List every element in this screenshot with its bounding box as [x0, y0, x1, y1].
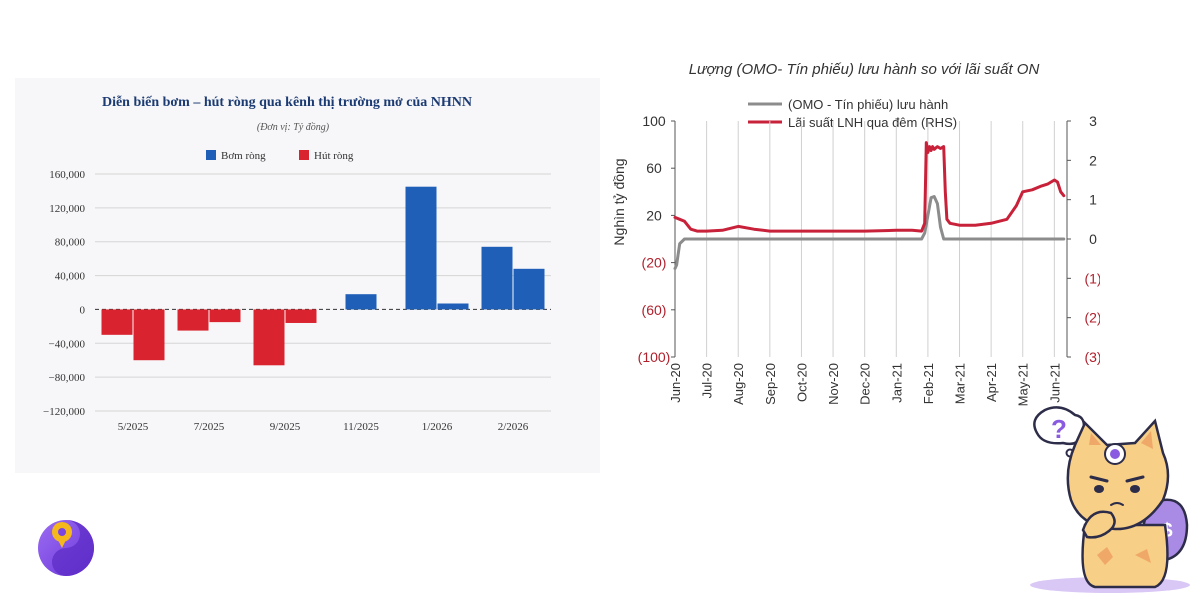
bar [253, 309, 285, 366]
left-chart-x-axis: 5/2025 7/2025 9/2025 11/2025 1/2026 2/2026 [118, 421, 529, 433]
left-chart-title: Diễn biến bơm – hút ròng qua kênh thị tr… [102, 94, 472, 110]
series-line-on-rate [673, 141, 1066, 233]
y-right-tick-label: (1) [1084, 270, 1100, 286]
y-right-tick-label: 2 [1089, 152, 1097, 168]
brand-logo-icon [38, 520, 94, 576]
x-tick-label: 9/2025 [270, 421, 301, 433]
legend-label-hut-rong: Hút ròng [314, 150, 354, 162]
legend-label-on-rate: Lãi suất LNH qua đêm (RHS) [788, 115, 957, 130]
y-tick-label: 0 [80, 304, 86, 316]
left-chart-bars [101, 186, 545, 366]
x-tick-label: 5/2025 [118, 421, 149, 433]
y-left-tick-label: (20) [642, 255, 667, 271]
x-tick-label: Aug-20 [731, 363, 746, 405]
y-tick-label: −80,000 [49, 372, 86, 384]
right-chart-y-axis-title: Nghìn tỷ đồng [611, 158, 627, 245]
y-tick-label: −40,000 [49, 338, 86, 350]
legend-swatch-bom-rong [206, 150, 216, 160]
y-left-tick-label: 20 [646, 207, 662, 223]
left-chart-y-axis: 160,000 120,000 80,000 40,000 0 −40,000 −80,00… [43, 169, 85, 418]
legend-label-bom-rong: Bơm ròng [221, 150, 266, 162]
x-tick-label: Sep-20 [763, 363, 778, 405]
y-left-tick-label: (100) [638, 349, 671, 365]
bar [405, 186, 437, 310]
x-tick-label: Jul-20 [700, 363, 715, 398]
x-tick-label: Jun-20 [668, 363, 683, 403]
x-tick-label: Nov-20 [826, 363, 841, 405]
x-tick-label: May-21 [1016, 363, 1031, 406]
bar [285, 309, 317, 323]
y-right-tick-label: 1 [1089, 192, 1097, 208]
series-line-omo [673, 195, 1066, 270]
right-chart-series [673, 141, 1066, 270]
y-tick-label: 40,000 [55, 271, 86, 283]
x-tick-label: 7/2025 [194, 421, 225, 433]
y-left-tick-label: (60) [642, 302, 667, 318]
bar [481, 246, 513, 310]
x-tick-label: Feb-21 [921, 363, 936, 404]
x-tick-label: Jan-21 [889, 363, 904, 403]
x-tick-label: 1/2026 [422, 421, 453, 433]
x-tick-label: Jun-21 [1047, 363, 1062, 403]
x-tick-label: 11/2025 [343, 421, 379, 433]
x-tick-label: Mar-21 [953, 363, 968, 404]
bar [101, 309, 133, 335]
x-tick-label: Dec-20 [858, 363, 873, 405]
y-right-tick-label: (2) [1084, 310, 1100, 326]
y-tick-label: 80,000 [55, 237, 86, 249]
left-chart-unit: (Đơn vị: Tỷ đồng) [257, 122, 330, 133]
svg-text:?: ? [1051, 414, 1067, 444]
y-right-tick-label: (3) [1084, 349, 1100, 365]
bar [133, 309, 165, 361]
thinking-cat-mascot-icon: ? $ [1030, 406, 1190, 593]
bar [437, 303, 469, 310]
y-left-tick-label: 60 [646, 160, 662, 176]
y-tick-label: −120,000 [43, 406, 85, 418]
omo-vs-on-rate-line-chart: Lượng (OMO- Tín phiếu) lưu hành so với l… [611, 61, 1100, 406]
left-chart-gridlines [95, 173, 551, 412]
legend-label-omo: (OMO - Tín phiếu) lưu hành [788, 97, 948, 112]
y-right-tick-label: 0 [1089, 231, 1097, 247]
right-chart-axes: 100 60 20 (20) (60) (100) 3 2 1 0 (1) (2) (3) Jun-20 J… [638, 113, 1100, 406]
y-tick-label: 160,000 [49, 169, 85, 181]
x-tick-label: Apr-21 [984, 363, 999, 402]
y-tick-label: 120,000 [49, 203, 85, 215]
legend-swatch-hut-rong [299, 150, 309, 160]
y-right-tick-label: 3 [1089, 113, 1097, 129]
y-left-tick-label: 100 [642, 113, 666, 129]
x-tick-label: Oct-20 [794, 363, 809, 402]
bar [345, 294, 377, 310]
right-chart-title: Lượng (OMO- Tín phiếu) lưu hành so với l… [689, 61, 1040, 78]
pump-withdraw-bar-chart: Diễn biến bơm – hút ròng qua kênh thị tr… [43, 94, 551, 433]
bar [209, 309, 241, 323]
bar [177, 309, 209, 331]
x-tick-label: 2/2026 [498, 421, 529, 433]
bar [513, 268, 545, 310]
